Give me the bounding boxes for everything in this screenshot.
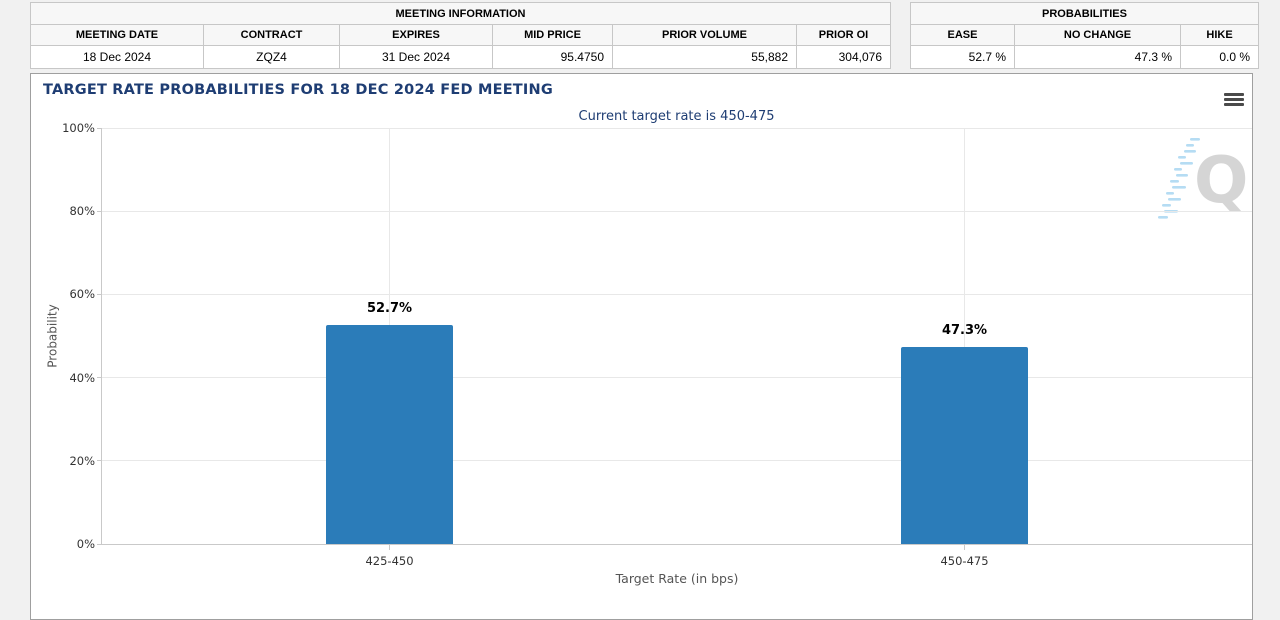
x-axis-tick [964,545,965,550]
col-header-mid-price: MID PRICE [492,24,613,46]
col-header-hike: HIKE [1179,24,1260,46]
probabilities-value-row: 52.7 % 47.3 % 0.0 % [910,45,1260,69]
mid-price-value: 95.4750 [492,45,613,69]
probabilities-title: PROBABILITIES [909,2,1260,25]
bar[interactable] [901,347,1028,544]
y-tick-label: 0% [76,537,95,551]
hamburger-bar [1224,93,1244,96]
y-gridline [102,293,1252,295]
y-gridline [102,210,1252,212]
meeting-date-value: 18 Dec 2024 [30,45,204,69]
bar[interactable] [326,324,453,544]
y-gridline [102,128,1252,129]
col-header-meeting-date: MEETING DATE [30,24,204,46]
y-tick-label: 40% [69,370,95,385]
meeting-information-header-row: MEETING DATE CONTRACT EXPIRES MID PRICE … [30,24,891,46]
watermark-letter: Q [1194,144,1248,218]
y-axis-tick [97,377,102,379]
chart-title: TARGET RATE PROBABILITIES FOR 18 DEC 202… [43,82,553,98]
x-category-label: 425-450 [365,554,414,568]
expires-value: 31 Dec 2024 [339,45,493,69]
y-tick-label: 100% [62,121,95,135]
quikstrike-watermark-icon: Q [1158,138,1248,219]
y-axis-tick [97,293,102,295]
probabilities-table: PROBABILITIES EASE NO CHANGE HIKE 52.7 %… [909,2,1260,69]
bar-value-label: 52.7% [366,300,413,316]
y-axis-title: Probability [46,304,60,368]
y-tick-label: 60% [69,287,95,302]
y-gridline [102,460,1252,462]
y-tick-label: 80% [69,204,95,219]
no-change-value: 47.3 % [1014,45,1181,69]
meeting-information-table: MEETING INFORMATION MEETING DATE CONTRAC… [30,2,891,69]
hamburger-bar [1224,98,1244,101]
y-axis-tick [97,210,102,212]
ease-value: 52.7 % [910,45,1015,69]
y-axis-tick [97,127,102,129]
col-header-expires: EXPIRES [339,24,493,46]
meeting-information-value-row: 18 Dec 2024 ZQZ4 31 Dec 2024 95.4750 55,… [30,45,891,69]
prior-oi-value: 304,076 [796,45,891,69]
col-header-ease: EASE [910,24,1015,46]
hamburger-bar [1224,103,1244,106]
chart-panel: TARGET RATE PROBABILITIES FOR 18 DEC 202… [30,73,1253,620]
y-tick-label: 20% [69,453,95,468]
y-gridline [102,377,1252,379]
hike-value: 0.0 % [1179,45,1260,69]
chart-subtitle: Current target rate is 450-475 [578,109,775,124]
y-axis-tick [97,460,102,462]
col-header-prior-volume: PRIOR VOLUME [612,24,797,46]
plot-area: Probability Target Rate (in bps) 0% 20% 40… [46,121,1252,586]
x-axis-tick [389,545,390,550]
bar-value-label: 47.3% [941,323,988,339]
x-axis-title: Target Rate (in bps) [615,571,739,586]
col-header-prior-oi: PRIOR OI [796,24,891,46]
x-gridline [964,128,965,544]
prior-volume-value: 55,882 [612,45,797,69]
y-axis-tick [97,543,102,545]
col-header-contract: CONTRACT [203,24,340,46]
contract-value: ZQZ4 [203,45,340,69]
x-category-label: 450-475 [940,554,989,568]
meeting-information-title: MEETING INFORMATION [30,2,891,25]
col-header-no-change: NO CHANGE [1014,24,1181,46]
hamburger-menu-icon[interactable] [1224,93,1244,108]
probabilities-header-row: EASE NO CHANGE HIKE [910,24,1260,46]
